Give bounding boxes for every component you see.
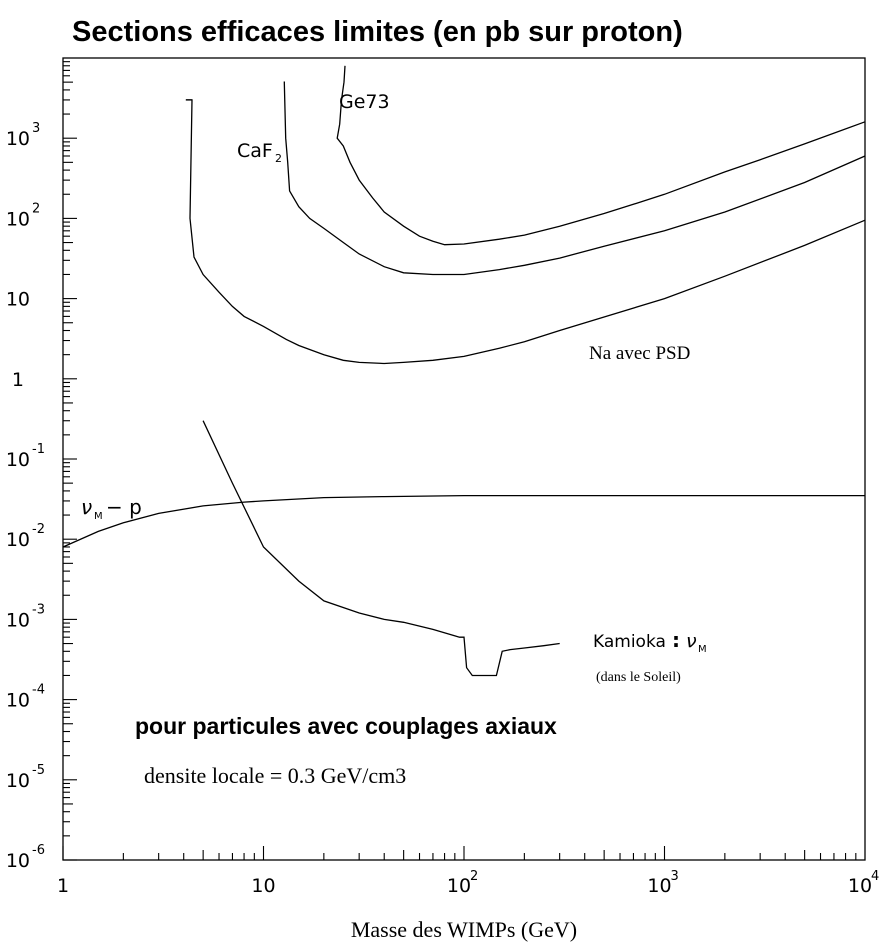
y-tick-label: 10 -5 [6,763,45,792]
y-tick-label-exponent: -1 [32,442,45,457]
series-line-0 [336,65,866,246]
nu-p-label: ν M − p [81,495,142,522]
y-tick-label-exponent: -4 [32,683,45,698]
y-tick-label-base: 10 [6,128,30,150]
x-tick-label-base: 1 [57,875,69,897]
caf2-label: CaF 2 [237,140,282,165]
y-tick-label: 10 -2 [6,522,45,551]
y-tick-label: 10 3 [6,121,40,150]
y-tick-label: 10 -4 [6,683,45,712]
ge73-label: Ge73 [339,91,390,113]
x-tick-label: 103 [647,869,678,897]
x-tick-label: 10 [251,875,275,897]
y-tick-label-exponent: 3 [32,121,40,136]
y-tick-label: 10 2 [6,201,40,230]
x-tick-label-exponent: 4 [871,869,879,884]
y-tick-label: 10 -6 [6,843,45,872]
x-tick-label-base: 10 [848,875,872,897]
series-line-1 [283,81,866,276]
y-tick-label-exponent: -2 [32,522,45,537]
series-line-4 [62,494,865,548]
x-tick-label: 104 [848,869,879,897]
series-line-3 [202,420,560,677]
chart-title: Sections efficaces limites (en pb sur pr… [72,16,683,48]
y-tick-label: 10 -3 [6,602,45,631]
axis-ticks [62,61,857,861]
caf2-label-base: CaF [237,140,273,162]
kamioka-colon: : [672,628,680,652]
plot-frame [62,57,866,861]
x-tick-label-exponent: 2 [470,869,478,884]
densite-note: densite locale = 0.3 GeV/cm3 [144,763,406,788]
couplages-note: pour particules avec couplages axiaux [135,713,557,739]
x-tick-labels: 1 10 102 103 104 [57,869,879,897]
y-tick-label-exponent: 2 [32,201,40,216]
y-tick-label: 1 [12,369,24,391]
y-tick-label-base: 10 [6,609,30,631]
soleil-note: (dans le Soleil) [596,670,681,685]
y-tick-label-base: 10 [6,690,30,712]
caf2-label-subscript: 2 [275,152,282,165]
x-tick-label-base: 10 [647,875,671,897]
x-tick-label: 102 [447,869,478,897]
y-tick-label-base: 10 [6,449,30,471]
y-tick-label-exponent: -6 [32,843,45,858]
x-tick-label: 1 [57,875,69,897]
y-tick-label: 10 -1 [6,442,45,471]
series-line-2 [185,99,866,365]
y-tick-label-base: 10 [6,529,30,551]
kamioka-label: Kamioka : ν M [593,628,707,655]
nu-p-subscript: M [94,511,103,522]
y-tick-label-base: 10 [6,289,30,311]
kamioka-subscript: M [698,644,707,655]
kamioka-nu: ν [686,630,697,652]
kamioka-text: Kamioka [593,632,666,652]
y-tick-label-base: 10 [6,770,30,792]
y-tick-label-exponent: -5 [32,763,45,778]
y-tick-label-base: 10 [6,850,30,872]
y-tick-label-base: 10 [6,208,30,230]
series-curves [62,65,866,677]
y-tick-label-base: 1 [12,369,24,391]
na-psd-label: Na avec PSD [589,343,690,364]
x-tick-label-base: 10 [251,875,275,897]
x-axis-label: Masse des WIMPs (GeV) [351,917,577,942]
y-tick-label-exponent: -3 [32,602,45,617]
x-tick-label-exponent: 3 [671,869,679,884]
nu-p-nu: ν [81,495,92,519]
x-tick-label-base: 10 [447,875,471,897]
y-tick-label: 10 [6,289,30,311]
nu-p-rest: − p [106,495,142,519]
